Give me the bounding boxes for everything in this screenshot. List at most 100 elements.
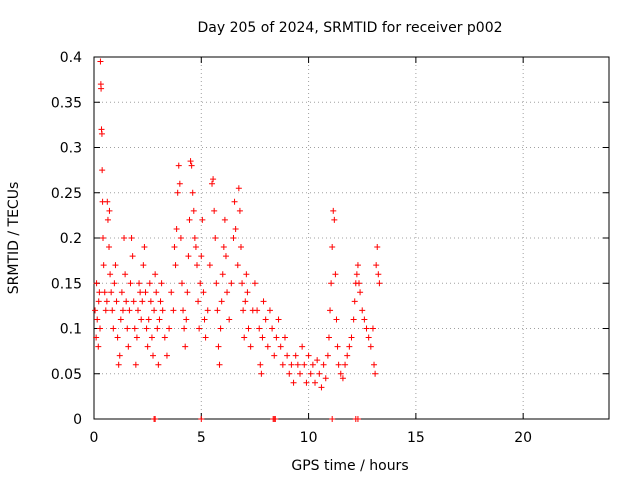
data-point <box>264 343 271 350</box>
x-axis-label: GPS time / hours <box>291 458 408 474</box>
data-point <box>95 343 102 350</box>
data-point <box>118 289 125 296</box>
data-point <box>139 298 146 305</box>
data-point <box>154 325 161 332</box>
data-point <box>244 289 251 296</box>
data-point <box>191 235 198 241</box>
data-point <box>199 216 206 223</box>
data-point <box>247 343 254 350</box>
data-point <box>271 352 278 359</box>
data-point <box>216 361 223 368</box>
data-point <box>269 325 276 332</box>
data-point <box>211 207 218 214</box>
data-point <box>351 298 358 305</box>
data-point <box>318 384 325 391</box>
data-point <box>185 253 192 260</box>
data-point <box>376 280 383 287</box>
data-point <box>176 180 183 187</box>
data-point <box>257 361 264 368</box>
data-point <box>328 280 335 287</box>
data-point <box>153 289 160 296</box>
data-point <box>344 352 351 359</box>
data-point <box>104 216 111 223</box>
data-point <box>182 343 189 350</box>
data-point <box>94 316 101 323</box>
data-point <box>103 298 110 305</box>
x-tick-label: 5 <box>197 430 206 446</box>
data-point <box>108 289 115 296</box>
data-point <box>266 307 273 314</box>
data-point <box>259 334 266 341</box>
data-point <box>189 189 196 196</box>
data-point <box>181 325 188 332</box>
x-tick-label: 0 <box>90 430 99 446</box>
data-point <box>231 198 238 205</box>
data-point <box>188 162 195 169</box>
data-point <box>173 225 180 232</box>
data-point <box>119 307 126 314</box>
data-point <box>144 343 151 350</box>
data-point <box>258 370 265 377</box>
data-point <box>186 216 193 223</box>
data-point <box>147 298 154 305</box>
x-tick-label: 10 <box>300 430 318 446</box>
data-point <box>281 334 288 341</box>
data-point <box>124 325 131 332</box>
data-point <box>97 325 104 332</box>
data-point <box>226 316 233 323</box>
data-point <box>331 216 338 223</box>
data-point <box>301 361 308 368</box>
data-point <box>214 307 221 314</box>
data-point <box>346 343 353 350</box>
data-point <box>245 325 252 332</box>
data-point <box>170 307 177 314</box>
data-point <box>232 225 239 232</box>
data-point <box>286 370 293 377</box>
data-point <box>325 334 332 341</box>
data-point <box>353 271 360 278</box>
grid-lines <box>94 57 609 419</box>
data-point <box>95 298 102 305</box>
data-point <box>324 352 331 359</box>
data-point <box>201 316 208 323</box>
data-point <box>204 307 211 314</box>
data-point <box>106 244 113 251</box>
y-tick-label: 0.35 <box>51 95 82 111</box>
data-point <box>157 298 164 305</box>
data-point <box>371 361 378 368</box>
data-point <box>243 271 250 278</box>
data-point <box>333 316 340 323</box>
data-point <box>156 316 163 323</box>
data-point <box>206 262 213 269</box>
data-point <box>168 289 175 296</box>
data-point <box>101 289 108 296</box>
data-point <box>145 316 152 323</box>
data-point <box>138 316 145 323</box>
data-point <box>303 379 310 386</box>
data-point <box>260 298 267 305</box>
data-point <box>104 198 111 205</box>
data-point <box>106 207 113 214</box>
data-point <box>192 244 199 251</box>
data-point <box>126 307 133 314</box>
data-point <box>171 244 178 251</box>
data-point <box>194 262 200 269</box>
data-point <box>284 352 291 359</box>
data-point <box>354 416 361 422</box>
data-point <box>337 370 344 377</box>
data-point <box>356 280 363 287</box>
data-points <box>92 58 383 422</box>
data-point <box>152 416 159 422</box>
data-point <box>177 235 184 241</box>
data-point <box>299 343 306 350</box>
data-point <box>98 130 105 137</box>
y-tick-label: 0.3 <box>60 141 82 157</box>
data-point <box>128 235 135 241</box>
y-tick-label: 0.05 <box>51 367 82 383</box>
data-point <box>312 379 319 386</box>
data-point <box>235 185 242 192</box>
data-point <box>334 343 341 350</box>
data-point <box>305 352 312 359</box>
data-point <box>339 375 346 382</box>
data-point <box>307 370 314 377</box>
